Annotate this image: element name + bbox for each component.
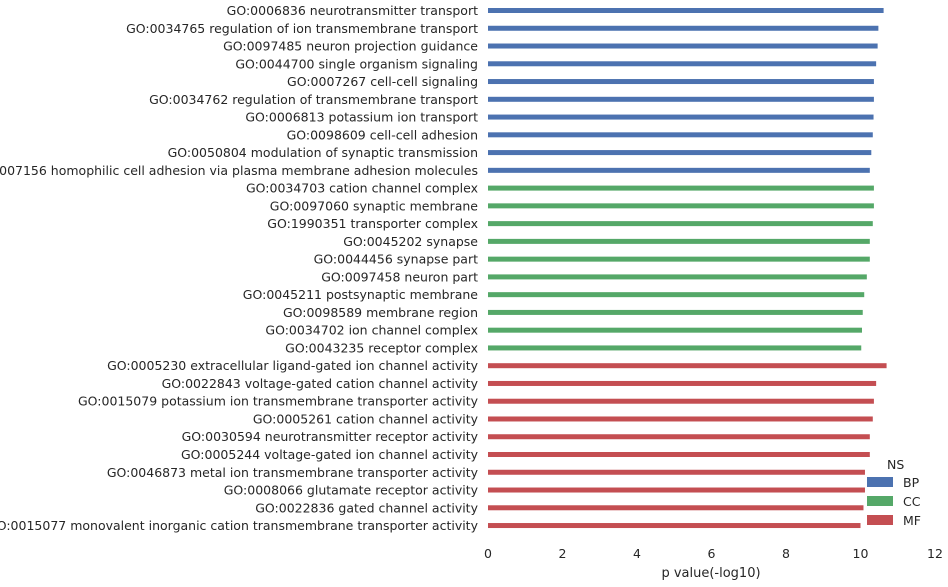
category-label: GO:0007267 cell-cell signaling xyxy=(287,74,478,89)
bar-cc xyxy=(488,345,862,351)
bar-bp xyxy=(488,150,872,156)
bar-mf xyxy=(488,416,873,422)
x-tick-label: 10 xyxy=(853,546,869,561)
bar-cc xyxy=(488,185,874,191)
category-label: GO:0022843 voltage-gated cation channel … xyxy=(162,376,479,391)
category-label: GO:0045211 postsynaptic membrane xyxy=(243,287,479,302)
category-label: GO:0034762 regulation of transmembrane t… xyxy=(149,92,478,107)
category-label: GO:0098589 membrane region xyxy=(283,305,478,320)
bar-bp xyxy=(488,25,879,31)
category-label: GO:0005261 cation channel activity xyxy=(253,411,479,426)
category-label: GO:0097060 synaptic membrane xyxy=(270,198,479,213)
bars-layer xyxy=(488,8,887,529)
legend-swatch-cc xyxy=(867,496,893,506)
bar-bp xyxy=(488,132,873,138)
bar-bp xyxy=(488,167,870,173)
bar-mf xyxy=(488,469,865,475)
bar-mf xyxy=(488,434,870,440)
bar-mf xyxy=(488,452,870,457)
category-label: GO:0097458 neuron part xyxy=(321,269,478,284)
category-label: GO:0044456 synapse part xyxy=(314,252,478,267)
bar-bp xyxy=(488,8,884,13)
category-label: GO:0007156 homophilic cell adhesion via … xyxy=(0,163,478,178)
category-label: GO:0015079 potassium ion transmembrane t… xyxy=(78,394,479,409)
category-label: GO:0044700 single organism signaling xyxy=(235,56,478,71)
x-axis-label: p value(-log10) xyxy=(661,566,760,581)
bar-mf xyxy=(488,487,865,493)
bar-mf xyxy=(488,363,887,369)
legend-label-bp: BP xyxy=(903,475,920,490)
legend-swatch-mf xyxy=(867,515,893,525)
category-label: GO:0050804 modulation of synaptic transm… xyxy=(168,145,478,160)
x-tick-label: 0 xyxy=(484,546,492,561)
category-label: GO:0008066 glutamate receptor activity xyxy=(224,483,479,498)
x-tick-label: 12 xyxy=(927,546,943,561)
category-label: GO:0034765 regulation of ion transmembra… xyxy=(126,21,478,36)
bar-cc xyxy=(488,221,873,227)
bar-cc xyxy=(488,309,863,315)
category-label: GO:0006836 neurotransmitter transport xyxy=(227,3,478,18)
bar-bp xyxy=(488,96,874,102)
bar-mf xyxy=(488,523,861,529)
x-tick-label: 8 xyxy=(782,546,790,561)
category-labels: GO:0006836 neurotransmitter transport GO:… xyxy=(0,3,479,533)
category-label: GO:0006813 potassium ion transport xyxy=(245,110,478,125)
category-label: GO:0034702 ion channel complex xyxy=(265,323,478,338)
category-label: GO:0097485 neuron projection guidance xyxy=(223,39,478,54)
bar-mf xyxy=(488,505,864,511)
bar-bp xyxy=(488,79,874,85)
bar-bp xyxy=(488,61,877,67)
bar-bp xyxy=(488,114,874,120)
bar-cc xyxy=(488,238,870,244)
category-label: GO:0045202 synapse xyxy=(343,234,478,249)
legend-entries: BP CC MF xyxy=(867,475,921,528)
bar-cc xyxy=(488,203,874,209)
category-label: GO:0046873 metal ion transmembrane trans… xyxy=(107,465,479,480)
bar-cc xyxy=(488,327,862,333)
legend-title: NS xyxy=(887,457,904,472)
category-label: GO:0005244 voltage-gated ion channel act… xyxy=(181,447,479,462)
x-tick-label: 4 xyxy=(633,546,641,561)
bar-cc xyxy=(488,256,870,262)
category-label: GO:0030594 neurotransmitter receptor act… xyxy=(182,429,479,444)
category-label: GO:0005230 extracellular ligand-gated io… xyxy=(107,358,479,373)
bar-cc xyxy=(488,292,865,298)
bar-mf xyxy=(488,398,874,404)
bar-bp xyxy=(488,43,878,49)
category-label: GO:1990351 transporter complex xyxy=(267,216,478,231)
x-tick-label: 2 xyxy=(559,546,567,561)
category-label: GO:0015077 monovalent inorganic cation t… xyxy=(0,518,479,533)
category-label: GO:0043235 receptor complex xyxy=(285,340,478,355)
x-tick-label: 6 xyxy=(708,546,716,561)
legend-label-cc: CC xyxy=(903,494,921,509)
legend: NS BP CC MF xyxy=(867,457,921,528)
category-label: GO:0098609 cell-cell adhesion xyxy=(287,127,478,142)
category-label: GO:0022836 gated channel activity xyxy=(255,500,478,515)
category-label: GO:0034703 cation channel complex xyxy=(246,181,478,196)
bar-cc xyxy=(488,274,867,280)
legend-label-mf: MF xyxy=(903,513,921,528)
bar-mf xyxy=(488,380,877,386)
legend-swatch-bp xyxy=(867,477,893,487)
x-axis-ticks: 0 2 4 6 8 10 12 xyxy=(484,546,943,561)
